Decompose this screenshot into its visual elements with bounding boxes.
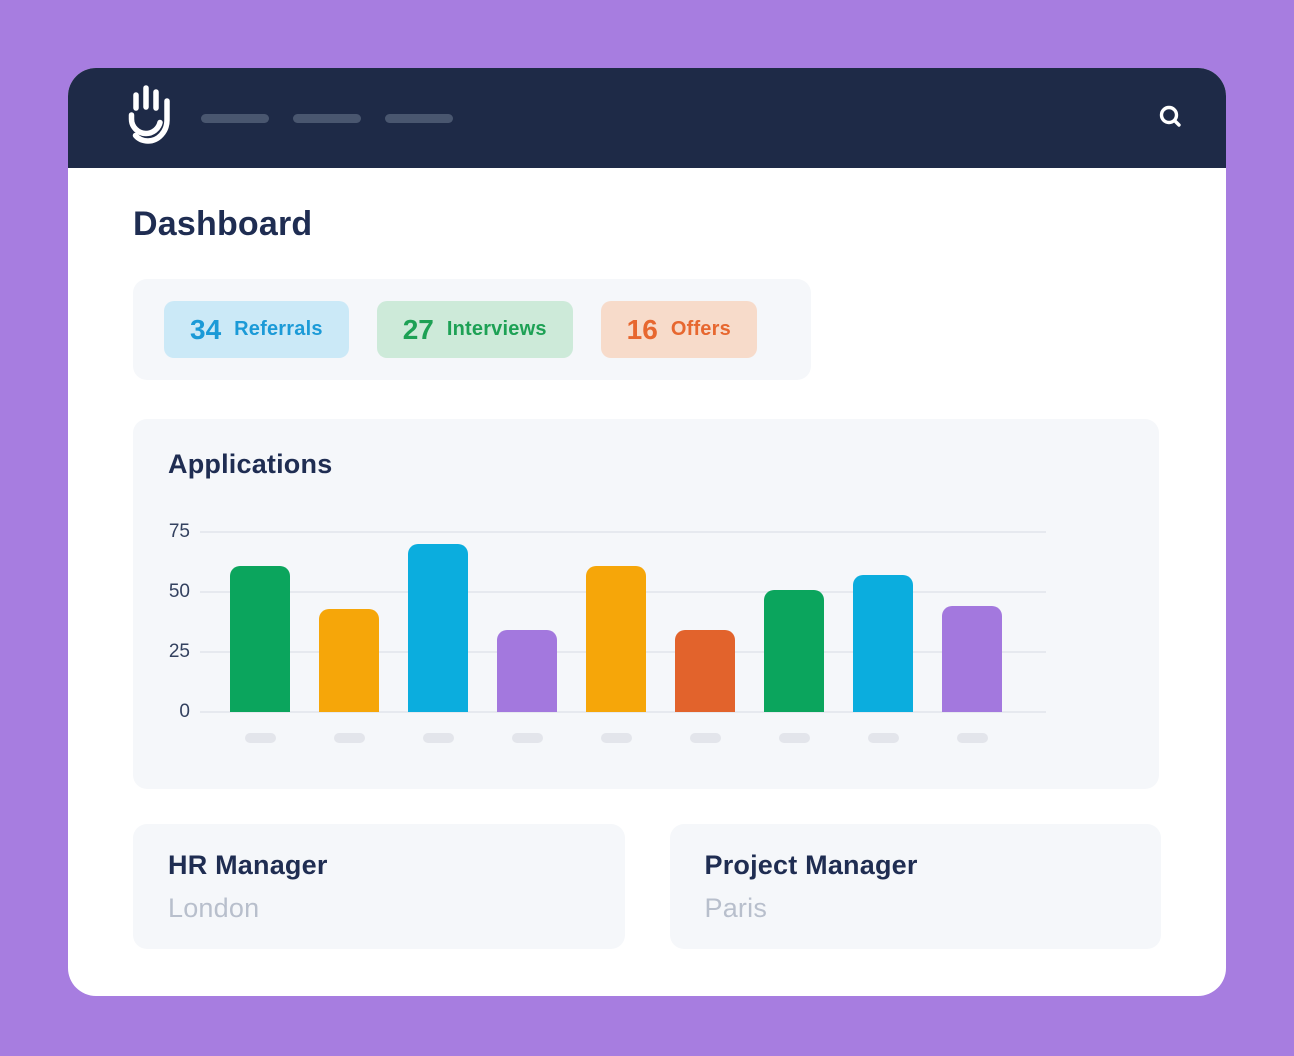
stat-badge-referrals: 34 Referrals — [164, 301, 349, 358]
job-card-location: London — [168, 893, 260, 923]
job-card-2[interactable]: Project Manager Paris — [669, 824, 1161, 949]
job-card-title: HR Manager — [168, 850, 328, 880]
bar-1 — [230, 566, 290, 712]
nav-item-placeholder-3[interactable] — [385, 113, 453, 123]
y-axis-tick-50: 50 — [168, 581, 190, 602]
stat-value: 16 — [626, 313, 658, 345]
gridline-0 — [200, 711, 1046, 713]
chart-x-axis — [200, 733, 1046, 743]
chart-y-axis: 0 25 50 75 — [168, 522, 200, 722]
bar-8 — [853, 575, 913, 712]
bar-4 — [497, 630, 557, 712]
nav-item-placeholder-1[interactable] — [201, 113, 269, 123]
stat-value: 27 — [402, 313, 434, 345]
dashboard-window: Dashboard 34 Referrals 27 Interviews 16 Offer… — [68, 68, 1226, 996]
stat-label: Referrals — [234, 318, 323, 340]
x-axis-label-placeholder-8 — [867, 733, 899, 743]
x-axis-label-placeholder-4 — [511, 733, 543, 743]
bar-chart: 0 25 50 75 — [168, 522, 1124, 722]
search-button[interactable] — [1154, 101, 1188, 135]
main-content: Dashboard 34 Referrals 27 Interviews 16 Offer… — [68, 204, 1226, 949]
nav-item-placeholder-2[interactable] — [293, 113, 361, 123]
nav-menu — [201, 113, 453, 123]
x-axis-label-placeholder-7 — [778, 733, 810, 743]
chart-title: Applications — [168, 449, 333, 479]
y-axis-tick-75: 75 — [168, 521, 190, 542]
stat-label: Interviews — [446, 318, 547, 340]
stats-panel: 34 Referrals 27 Interviews 16 Offers — [133, 279, 811, 380]
chart-plot-area — [200, 531, 1046, 713]
x-axis-label-placeholder-5 — [600, 733, 632, 743]
y-axis-tick-0: 0 — [179, 701, 190, 722]
bar-7 — [764, 590, 824, 712]
applications-chart-card: Applications 0 25 50 75 — [133, 419, 1159, 789]
bar-2 — [319, 609, 379, 712]
search-icon — [1159, 105, 1181, 127]
page-title: Dashboard — [133, 205, 313, 243]
x-axis-label-placeholder-1 — [244, 733, 276, 743]
job-card-title: Project Manager — [704, 850, 918, 880]
stat-badge-offers: 16 Offers — [600, 301, 757, 358]
bar-5 — [586, 566, 646, 712]
y-axis-tick-25: 25 — [168, 641, 190, 662]
gridline-75 — [200, 531, 1046, 533]
hand-logo-icon — [128, 85, 170, 144]
stat-value: 34 — [190, 313, 222, 345]
job-cards-row: HR Manager London Project Manager Paris — [133, 824, 1161, 949]
bar-3 — [408, 544, 468, 712]
x-axis-label-placeholder-9 — [956, 733, 988, 743]
bar-6 — [675, 630, 735, 712]
stat-label: Offers — [670, 318, 731, 340]
job-card-1[interactable]: HR Manager London — [133, 824, 625, 949]
x-axis-label-placeholder-6 — [689, 733, 721, 743]
top-navigation-bar — [68, 68, 1226, 168]
job-card-location: Paris — [704, 893, 768, 923]
x-axis-label-placeholder-3 — [422, 733, 454, 743]
stat-badge-interviews: 27 Interviews — [376, 301, 573, 358]
x-axis-label-placeholder-2 — [333, 733, 365, 743]
bar-9 — [942, 606, 1002, 712]
